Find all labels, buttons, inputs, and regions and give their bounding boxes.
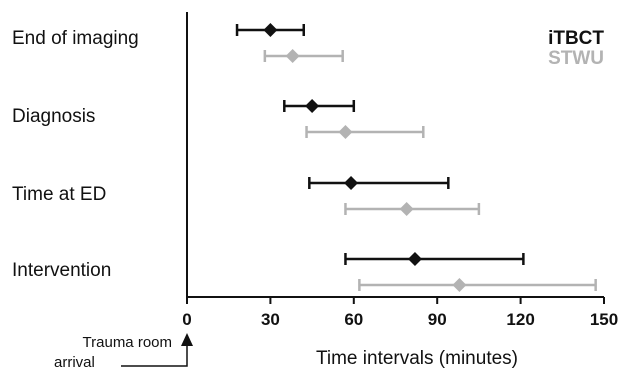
series-0-point-3 — [344, 252, 525, 266]
x-tick-label-2: 60 — [344, 310, 363, 329]
median-diamond-marker — [344, 176, 359, 190]
category-labels: End of imaging Diagnosis Time at ED Interve… — [12, 28, 139, 281]
category-label-1: Diagnosis — [12, 106, 95, 127]
series-1-point-2 — [344, 202, 481, 216]
x-tick-label-1: 30 — [261, 310, 280, 329]
x-ticks: 0 30 60 90 120 150 — [182, 297, 618, 329]
error-bars — [235, 23, 597, 292]
median-diamond-marker — [338, 125, 353, 139]
category-label-2: Time at ED — [12, 184, 106, 205]
median-diamond-marker — [305, 99, 320, 113]
x-tick-label-5: 150 — [590, 310, 618, 329]
median-diamond-marker — [285, 49, 300, 63]
series-1-point-1 — [305, 125, 425, 139]
trauma-room-arrival-annotation: Trauma room arrival — [54, 333, 193, 371]
category-label-3: Intervention — [12, 260, 111, 281]
median-diamond-marker — [452, 278, 467, 292]
series-1-point-3 — [358, 278, 597, 292]
axes — [186, 12, 604, 298]
annotation-connector — [121, 345, 188, 367]
x-tick-label-4: 120 — [506, 310, 534, 329]
x-tick-label-0: 0 — [182, 310, 191, 329]
annotation-line2: arrival — [54, 354, 95, 371]
annotation-arrowhead-icon — [181, 333, 193, 346]
x-tick-label-3: 90 — [428, 310, 447, 329]
series-1-point-0 — [263, 49, 344, 63]
legend-entry-0: iTBCT — [548, 28, 604, 49]
x-axis-title: Time intervals (minutes) — [316, 348, 518, 369]
series-0-point-1 — [283, 99, 356, 113]
legend-entry-1: STWU — [548, 48, 604, 69]
median-diamond-marker — [263, 23, 278, 37]
median-diamond-marker — [407, 252, 422, 266]
annotation-line1: Trauma room — [83, 334, 172, 351]
series-0-point-0 — [235, 23, 306, 37]
median-diamond-marker — [399, 202, 414, 216]
category-label-0: End of imaging — [12, 28, 139, 49]
series-0-point-2 — [308, 176, 450, 190]
